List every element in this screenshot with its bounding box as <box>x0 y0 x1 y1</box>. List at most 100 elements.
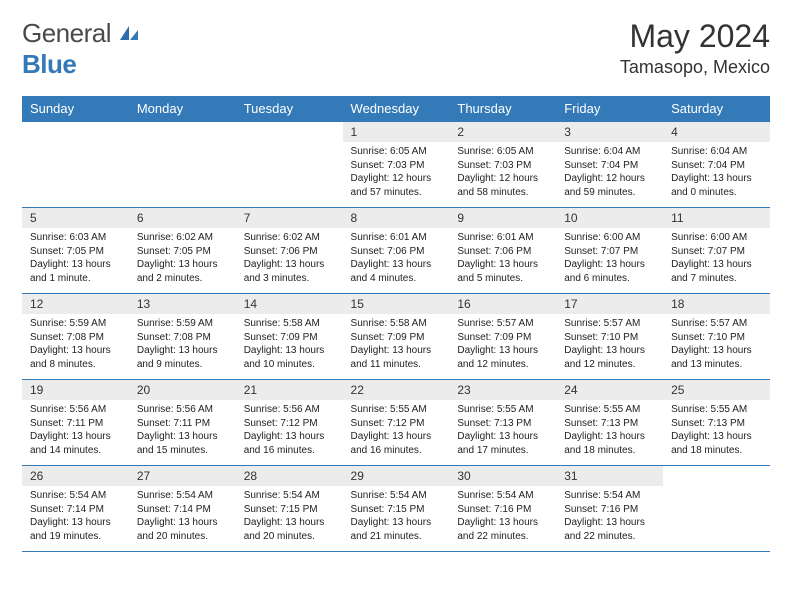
day-details: Sunrise: 5:54 AMSunset: 7:16 PMDaylight:… <box>556 486 663 551</box>
calendar-day: 21Sunrise: 5:56 AMSunset: 7:12 PMDayligh… <box>236 380 343 466</box>
calendar-day: 1Sunrise: 6:05 AMSunset: 7:03 PMDaylight… <box>343 122 450 208</box>
calendar-day: 11Sunrise: 6:00 AMSunset: 7:07 PMDayligh… <box>663 208 770 294</box>
day-number: 16 <box>449 294 556 314</box>
day-number: 31 <box>556 466 663 486</box>
calendar-day: 12Sunrise: 5:59 AMSunset: 7:08 PMDayligh… <box>22 294 129 380</box>
day-number: 17 <box>556 294 663 314</box>
calendar-day: 13Sunrise: 5:59 AMSunset: 7:08 PMDayligh… <box>129 294 236 380</box>
daylight-line: Daylight: 13 hours and 22 minutes. <box>564 516 655 543</box>
logo-sail-icon <box>118 18 140 49</box>
sunrise-line: Sunrise: 5:54 AM <box>564 489 655 503</box>
day-number: 15 <box>343 294 450 314</box>
sunset-line: Sunset: 7:12 PM <box>244 417 335 431</box>
calendar-day: 7Sunrise: 6:02 AMSunset: 7:06 PMDaylight… <box>236 208 343 294</box>
day-number: 1 <box>343 122 450 142</box>
day-number: 19 <box>22 380 129 400</box>
sunset-line: Sunset: 7:08 PM <box>137 331 228 345</box>
day-number: 7 <box>236 208 343 228</box>
calendar-week: 5Sunrise: 6:03 AMSunset: 7:05 PMDaylight… <box>22 208 770 294</box>
day-details: Sunrise: 6:04 AMSunset: 7:04 PMDaylight:… <box>556 142 663 207</box>
sunset-line: Sunset: 7:15 PM <box>244 503 335 517</box>
daylight-line: Daylight: 13 hours and 10 minutes. <box>244 344 335 371</box>
sunset-line: Sunset: 7:08 PM <box>30 331 121 345</box>
sunset-line: Sunset: 7:09 PM <box>351 331 442 345</box>
day-number: 12 <box>22 294 129 314</box>
calendar-day: 8Sunrise: 6:01 AMSunset: 7:06 PMDaylight… <box>343 208 450 294</box>
day-details: Sunrise: 5:59 AMSunset: 7:08 PMDaylight:… <box>22 314 129 379</box>
day-details: Sunrise: 5:54 AMSunset: 7:16 PMDaylight:… <box>449 486 556 551</box>
daylight-line: Daylight: 13 hours and 6 minutes. <box>564 258 655 285</box>
sunset-line: Sunset: 7:11 PM <box>137 417 228 431</box>
day-number: 29 <box>343 466 450 486</box>
day-details: Sunrise: 5:55 AMSunset: 7:13 PMDaylight:… <box>556 400 663 465</box>
page-title: May 2024 <box>620 18 770 55</box>
sunset-line: Sunset: 7:10 PM <box>671 331 762 345</box>
day-number: 24 <box>556 380 663 400</box>
calendar-day: 6Sunrise: 6:02 AMSunset: 7:05 PMDaylight… <box>129 208 236 294</box>
calendar-day: 18Sunrise: 5:57 AMSunset: 7:10 PMDayligh… <box>663 294 770 380</box>
day-of-week-header: Thursday <box>449 96 556 122</box>
day-of-week-header: Friday <box>556 96 663 122</box>
sunset-line: Sunset: 7:06 PM <box>244 245 335 259</box>
sunset-line: Sunset: 7:16 PM <box>564 503 655 517</box>
day-number: 28 <box>236 466 343 486</box>
daylight-line: Daylight: 13 hours and 18 minutes. <box>671 430 762 457</box>
calendar-day: 26Sunrise: 5:54 AMSunset: 7:14 PMDayligh… <box>22 466 129 552</box>
day-number: 6 <box>129 208 236 228</box>
sunset-line: Sunset: 7:14 PM <box>137 503 228 517</box>
sunrise-line: Sunrise: 5:57 AM <box>671 317 762 331</box>
day-of-week-header: Wednesday <box>343 96 450 122</box>
sunrise-line: Sunrise: 5:55 AM <box>564 403 655 417</box>
day-details <box>663 486 770 544</box>
daylight-line: Daylight: 13 hours and 12 minutes. <box>564 344 655 371</box>
daylight-line: Daylight: 13 hours and 22 minutes. <box>457 516 548 543</box>
sunrise-line: Sunrise: 5:57 AM <box>457 317 548 331</box>
day-number: 22 <box>343 380 450 400</box>
calendar-day: 10Sunrise: 6:00 AMSunset: 7:07 PMDayligh… <box>556 208 663 294</box>
sunset-line: Sunset: 7:13 PM <box>457 417 548 431</box>
day-details: Sunrise: 5:54 AMSunset: 7:14 PMDaylight:… <box>22 486 129 551</box>
sunrise-line: Sunrise: 6:05 AM <box>351 145 442 159</box>
daylight-line: Daylight: 13 hours and 19 minutes. <box>30 516 121 543</box>
day-details: Sunrise: 6:03 AMSunset: 7:05 PMDaylight:… <box>22 228 129 293</box>
daylight-line: Daylight: 13 hours and 8 minutes. <box>30 344 121 371</box>
calendar-day: 27Sunrise: 5:54 AMSunset: 7:14 PMDayligh… <box>129 466 236 552</box>
sunrise-line: Sunrise: 5:54 AM <box>351 489 442 503</box>
day-number: 27 <box>129 466 236 486</box>
sunrise-line: Sunrise: 6:00 AM <box>564 231 655 245</box>
location: Tamasopo, Mexico <box>620 57 770 78</box>
sunset-line: Sunset: 7:03 PM <box>457 159 548 173</box>
calendar-week: 19 Sunrise: 5:56 AMSunset: 7:11 PM Dayligh… <box>22 380 770 466</box>
day-number: 21 <box>236 380 343 400</box>
day-number: 3 <box>556 122 663 142</box>
sunset-line: Sunset: 7:16 PM <box>457 503 548 517</box>
sunrise-line: Sunrise: 5:54 AM <box>137 489 228 503</box>
sunrise-line: Sunrise: 6:04 AM <box>671 145 762 159</box>
logo-text-a: General <box>22 18 111 48</box>
daylight-line: Daylight: 12 hours and 58 minutes. <box>457 172 548 199</box>
day-details: Sunrise: 5:55 AMSunset: 7:13 PMDaylight:… <box>663 400 770 465</box>
calendar-day <box>22 122 129 208</box>
sunrise-line: Sunrise: 6:00 AM <box>671 231 762 245</box>
day-number: 20 <box>129 380 236 400</box>
calendar-day: 24Sunrise: 5:55 AMSunset: 7:13 PMDayligh… <box>556 380 663 466</box>
day-number: 23 <box>449 380 556 400</box>
day-number: 30 <box>449 466 556 486</box>
day-number: 5 <box>22 208 129 228</box>
day-details: Sunrise: 6:00 AMSunset: 7:07 PMDaylight:… <box>663 228 770 293</box>
sunset-line: Sunset: 7:03 PM <box>351 159 442 173</box>
sunset-line: Sunset: 7:04 PM <box>671 159 762 173</box>
sunrise-line: Sunrise: 6:01 AM <box>351 231 442 245</box>
calendar-week: 12Sunrise: 5:59 AMSunset: 7:08 PMDayligh… <box>22 294 770 380</box>
day-details: Sunrise: 5:54 AMSunset: 7:15 PMDaylight:… <box>236 486 343 551</box>
calendar-day: 19Sunrise: 5:56 AMSunset: 7:11 PMDayligh… <box>22 380 129 466</box>
sunset-line: Sunset: 7:06 PM <box>457 245 548 259</box>
daylight-line: Daylight: 13 hours and 20 minutes. <box>244 516 335 543</box>
sunrise-line: Sunrise: 5:59 AM <box>137 317 228 331</box>
sunrise-line: Sunrise: 5:56 AM <box>137 403 228 417</box>
daylight-line: Daylight: 13 hours and 21 minutes. <box>351 516 442 543</box>
logo-text: General Blue <box>22 18 140 80</box>
sunrise-line: Sunrise: 5:59 AM <box>30 317 121 331</box>
day-details: Sunrise: 6:01 AMSunset: 7:06 PMDaylight:… <box>343 228 450 293</box>
daylight-line: Daylight: 13 hours and 9 minutes. <box>137 344 228 371</box>
